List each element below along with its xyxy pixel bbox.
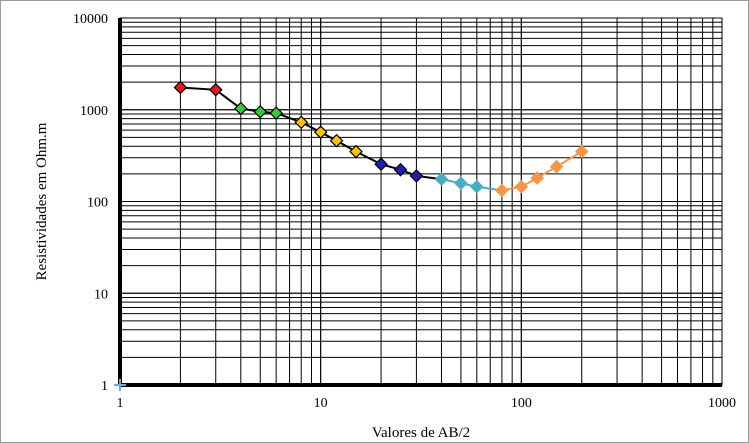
x-tick-label: 10 — [314, 396, 328, 411]
y-axis-ticks: 1 10 100 1000 10000 — [73, 12, 108, 394]
grid-lines — [119, 17, 723, 386]
data-points — [173, 80, 589, 198]
data-point-marker — [574, 144, 589, 159]
origin-cross-icon — [114, 379, 126, 391]
x-tick-label: 1000 — [708, 396, 736, 411]
data-point-marker — [514, 179, 529, 194]
data-point-marker — [495, 183, 509, 198]
data-point-marker — [313, 125, 328, 139]
data-point-marker — [393, 162, 408, 177]
data-point-marker — [530, 171, 545, 185]
y-tick-label: 10 — [94, 287, 108, 302]
data-point-marker — [269, 106, 283, 120]
data-point-marker — [253, 104, 268, 119]
data-point-marker — [454, 176, 468, 191]
data-point-marker — [233, 101, 248, 116]
x-axis-label: Valores de AB/2 — [372, 425, 470, 441]
data-point-marker — [549, 159, 564, 174]
data-point-marker — [349, 144, 363, 159]
x-tick-label: 100 — [511, 396, 532, 411]
y-tick-label: 100 — [87, 196, 108, 211]
data-point-marker — [409, 169, 424, 183]
data-point-marker — [294, 115, 309, 130]
data-point-marker — [434, 172, 449, 187]
data-point-marker — [173, 80, 188, 95]
y-axis-label: Resistividades em Ohm.m — [34, 122, 50, 280]
y-tick-label: 10000 — [73, 12, 108, 27]
series-line — [441, 178, 503, 192]
x-axis-ticks: 1 10 100 1000 — [117, 396, 737, 411]
y-tick-label: 1 — [101, 379, 108, 394]
data-point-marker — [469, 179, 484, 194]
data-point-marker — [374, 157, 388, 172]
y-tick-label: 1000 — [80, 104, 108, 119]
data-point-marker — [329, 133, 344, 148]
x-tick-label: 1 — [117, 396, 124, 411]
data-point-marker — [208, 82, 223, 97]
